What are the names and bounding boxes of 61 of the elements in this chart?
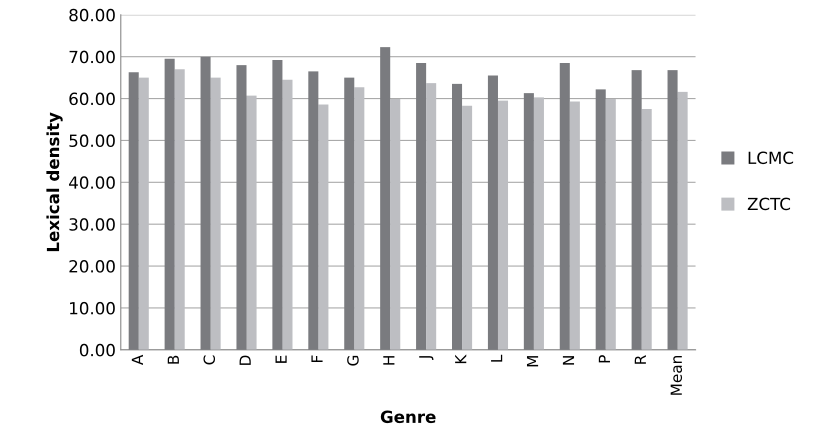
- x-tick-label: M: [526, 356, 538, 366]
- bar: [416, 62, 426, 350]
- x-tick-label: L: [491, 354, 502, 362]
- y-tick-label: 40.00: [69, 176, 115, 189]
- bar: [524, 93, 534, 350]
- x-tick-label: J: [419, 356, 434, 360]
- bar: [426, 83, 436, 350]
- bar: [128, 72, 139, 350]
- y-tick-label: 50.00: [69, 134, 115, 148]
- bar: [344, 78, 354, 350]
- x-tick-label: F: [311, 356, 323, 362]
- x-tick-label: E: [276, 356, 287, 363]
- bar: [138, 78, 149, 350]
- bar: [596, 89, 606, 350]
- x-tick-label: R: [634, 355, 646, 364]
- bar: [380, 47, 390, 350]
- y-axis-title: Lexical density: [46, 112, 63, 252]
- bar: [678, 92, 688, 350]
- bar: [452, 84, 462, 350]
- y-tick-label: 0.00: [80, 344, 115, 356]
- bar: [282, 80, 292, 350]
- bar: [246, 96, 257, 350]
- bar: [462, 106, 472, 350]
- y-tick-label: 20.00: [69, 260, 115, 273]
- x-tick-label: P: [598, 355, 610, 362]
- bar: [308, 71, 318, 350]
- bar: [642, 109, 652, 350]
- x-tick-label: B: [168, 356, 179, 364]
- y-tick-label: 60.00: [69, 92, 115, 106]
- x-axis-title: Genre: [380, 410, 436, 424]
- bar: [570, 102, 580, 350]
- x-tick-label: Mean: [670, 356, 682, 395]
- x-tick-label: H: [383, 356, 394, 365]
- bar: [390, 99, 400, 350]
- x-tick-label: D: [240, 356, 251, 365]
- y-tick-label: 10.00: [70, 302, 115, 314]
- bar: [354, 87, 364, 350]
- y-tick-label: 70.00: [70, 50, 115, 64]
- bar: [498, 100, 508, 350]
- bar: [200, 56, 211, 350]
- legend-label: LCMC: [748, 151, 794, 164]
- bar: [632, 70, 642, 350]
- bar: [236, 65, 247, 350]
- x-tick-label: A: [132, 354, 143, 365]
- bar: [534, 97, 544, 350]
- bar: [164, 58, 175, 350]
- x-tick-label: N: [562, 356, 574, 365]
- bar: [560, 62, 570, 350]
- x-tick-label: G: [347, 356, 359, 366]
- y-tick-label: 80.00: [69, 8, 115, 22]
- x-tick-label: C: [203, 355, 216, 364]
- legend-label: ZCTC: [748, 198, 790, 210]
- bar: [174, 69, 185, 350]
- bar: [668, 70, 678, 350]
- y-tick-label: 30.00: [69, 218, 115, 231]
- bar: [488, 76, 498, 350]
- x-tick-label: K: [455, 354, 466, 364]
- bar: [318, 104, 328, 350]
- bar: [210, 78, 221, 350]
- bar: [272, 60, 282, 350]
- bar: [606, 99, 616, 350]
